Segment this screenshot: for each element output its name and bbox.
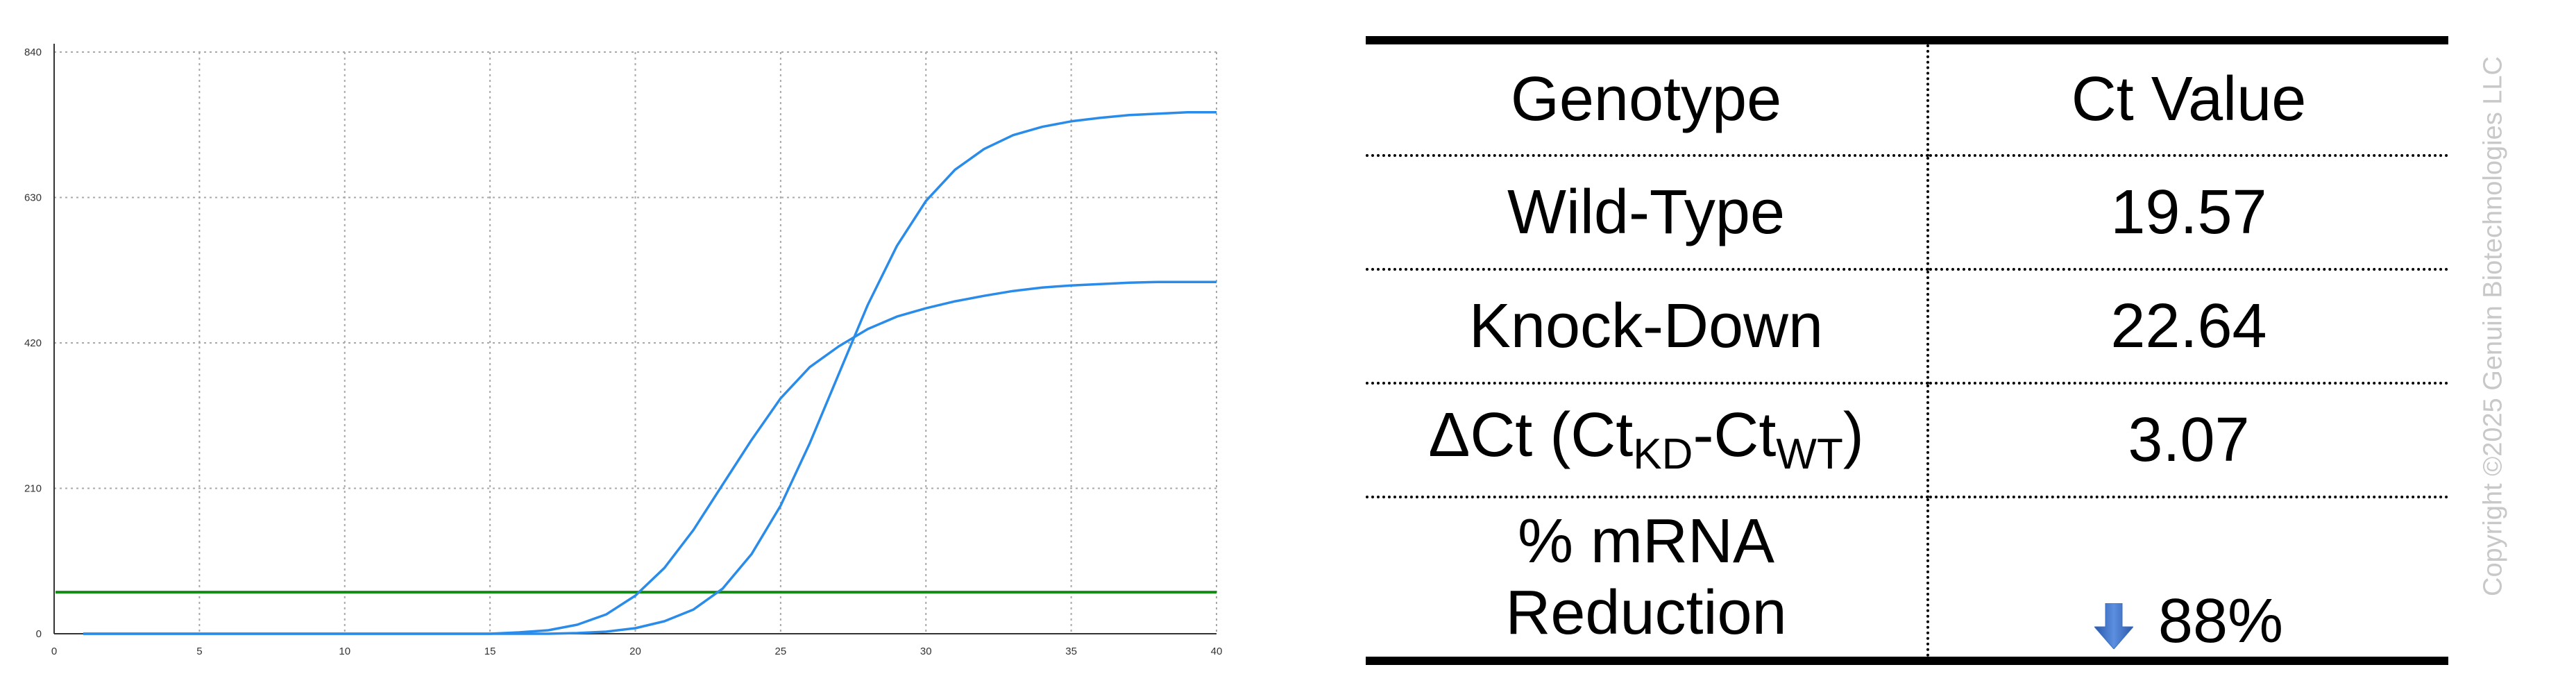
chart-tick-labels: 0 5 10 15 20 25 30 35 40 0 210 420 630 840 bbox=[24, 47, 1222, 657]
table-row: % mRNA Reduction 88% bbox=[1366, 497, 2448, 665]
y-tick-label: 210 bbox=[24, 483, 42, 495]
table-header-row: Genotype Ct Value bbox=[1366, 36, 2448, 157]
mrna-reduction-line2: Reduction bbox=[1505, 578, 1787, 648]
y-tick-label: 840 bbox=[24, 47, 42, 58]
down-arrow-icon bbox=[2094, 603, 2133, 649]
table-row: Knock-Down 22.64 bbox=[1366, 269, 2448, 385]
amplification-curve-2 bbox=[83, 111, 1217, 635]
delta-mid: -Ct bbox=[1693, 401, 1777, 471]
chart-grid bbox=[54, 51, 1217, 634]
ct-value-header: Ct Value bbox=[1928, 36, 2448, 157]
copyright-watermark: Copyright ©2025 Genuin Biotechnologies L… bbox=[2478, 56, 2508, 596]
x-tick-label: 35 bbox=[1065, 646, 1077, 657]
y-tick-label: 630 bbox=[24, 192, 42, 204]
mrna-reduction-value-cell: 88% bbox=[1928, 497, 2448, 665]
x-tick-label: 25 bbox=[775, 646, 787, 657]
delta-ct-value: 3.07 bbox=[1928, 383, 2448, 498]
x-tick-label: 10 bbox=[339, 646, 350, 657]
amplification-chart: 0 5 10 15 20 25 30 35 40 0 210 420 630 840 bbox=[24, 44, 1222, 657]
wt-subscript: WT bbox=[1776, 430, 1843, 479]
wild-type-label: Wild-Type bbox=[1366, 155, 1929, 271]
ct-value-table: Genotype Ct Value Wild-Type 19.57 Knock-… bbox=[1366, 36, 2448, 665]
knock-down-value: 22.64 bbox=[1928, 269, 2448, 385]
genotype-header: Genotype bbox=[1366, 36, 1929, 157]
mrna-reduction-value: 88% bbox=[2158, 586, 2284, 656]
mrna-reduction-line1: % mRNA bbox=[1517, 506, 1775, 576]
knock-down-label: Knock-Down bbox=[1366, 269, 1929, 385]
delta-prefix: Ct (Ct bbox=[1470, 401, 1634, 471]
x-tick-label: 0 bbox=[51, 646, 57, 657]
x-tick-label: 15 bbox=[484, 646, 496, 657]
delta-symbol: Δ bbox=[1428, 401, 1471, 471]
amplification-curve-1 bbox=[83, 280, 1217, 635]
x-tick-label: 20 bbox=[629, 646, 641, 657]
x-tick-label: 30 bbox=[920, 646, 932, 657]
amplification-curves bbox=[83, 111, 1217, 635]
delta-suffix: ) bbox=[1842, 401, 1864, 471]
y-tick-label: 0 bbox=[36, 628, 42, 640]
y-tick-label: 420 bbox=[24, 337, 42, 349]
x-tick-label: 5 bbox=[196, 646, 202, 657]
wild-type-value: 19.57 bbox=[1928, 155, 2448, 271]
table-row: Wild-Type 19.57 bbox=[1366, 155, 2448, 271]
x-tick-label: 40 bbox=[1211, 646, 1223, 657]
kd-subscript: KD bbox=[1633, 430, 1693, 479]
delta-ct-label: ΔCt (CtKD-CtWT) bbox=[1366, 383, 1929, 498]
mrna-reduction-label: % mRNA Reduction bbox=[1366, 497, 1929, 665]
chart-axes bbox=[53, 44, 1217, 634]
table-row: ΔCt (CtKD-CtWT) 3.07 bbox=[1366, 383, 2448, 498]
